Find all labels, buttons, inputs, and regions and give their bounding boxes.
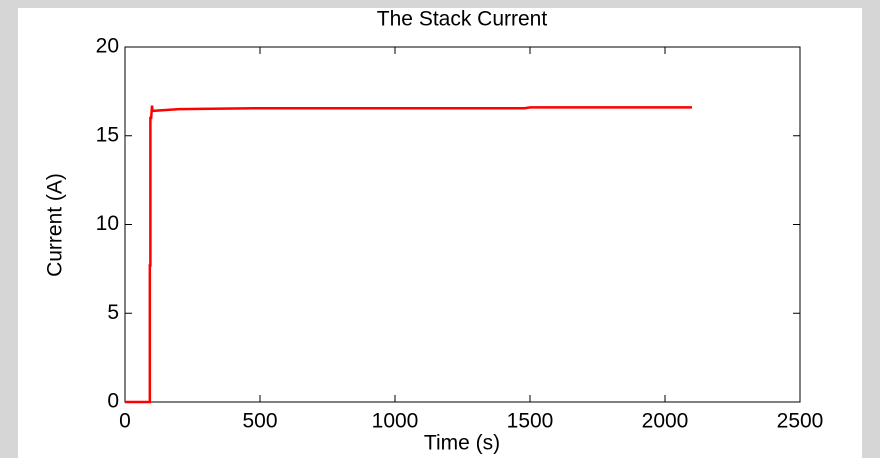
x-tick-label: 2000: [642, 410, 689, 433]
x-tick-label: 1000: [372, 410, 419, 433]
y-tick-label: 10: [96, 212, 119, 235]
x-axis-label: Time (s): [424, 432, 500, 455]
plot-frame: [124, 46, 801, 403]
y-tick-label: 0: [107, 390, 119, 413]
x-tick-label: 1500: [507, 410, 554, 433]
x-tick-label: 2500: [777, 410, 824, 433]
y-tick-label: 20: [96, 35, 119, 58]
data-line: [125, 105, 692, 404]
y-tick-label: 5: [107, 301, 119, 324]
x-tick-label: 500: [242, 410, 277, 433]
chart-title: The Stack Current: [377, 8, 548, 31]
x-tick-label: 0: [119, 410, 131, 433]
y-axis-label: Current (A): [44, 173, 67, 277]
y-tick-label: 15: [96, 123, 119, 146]
